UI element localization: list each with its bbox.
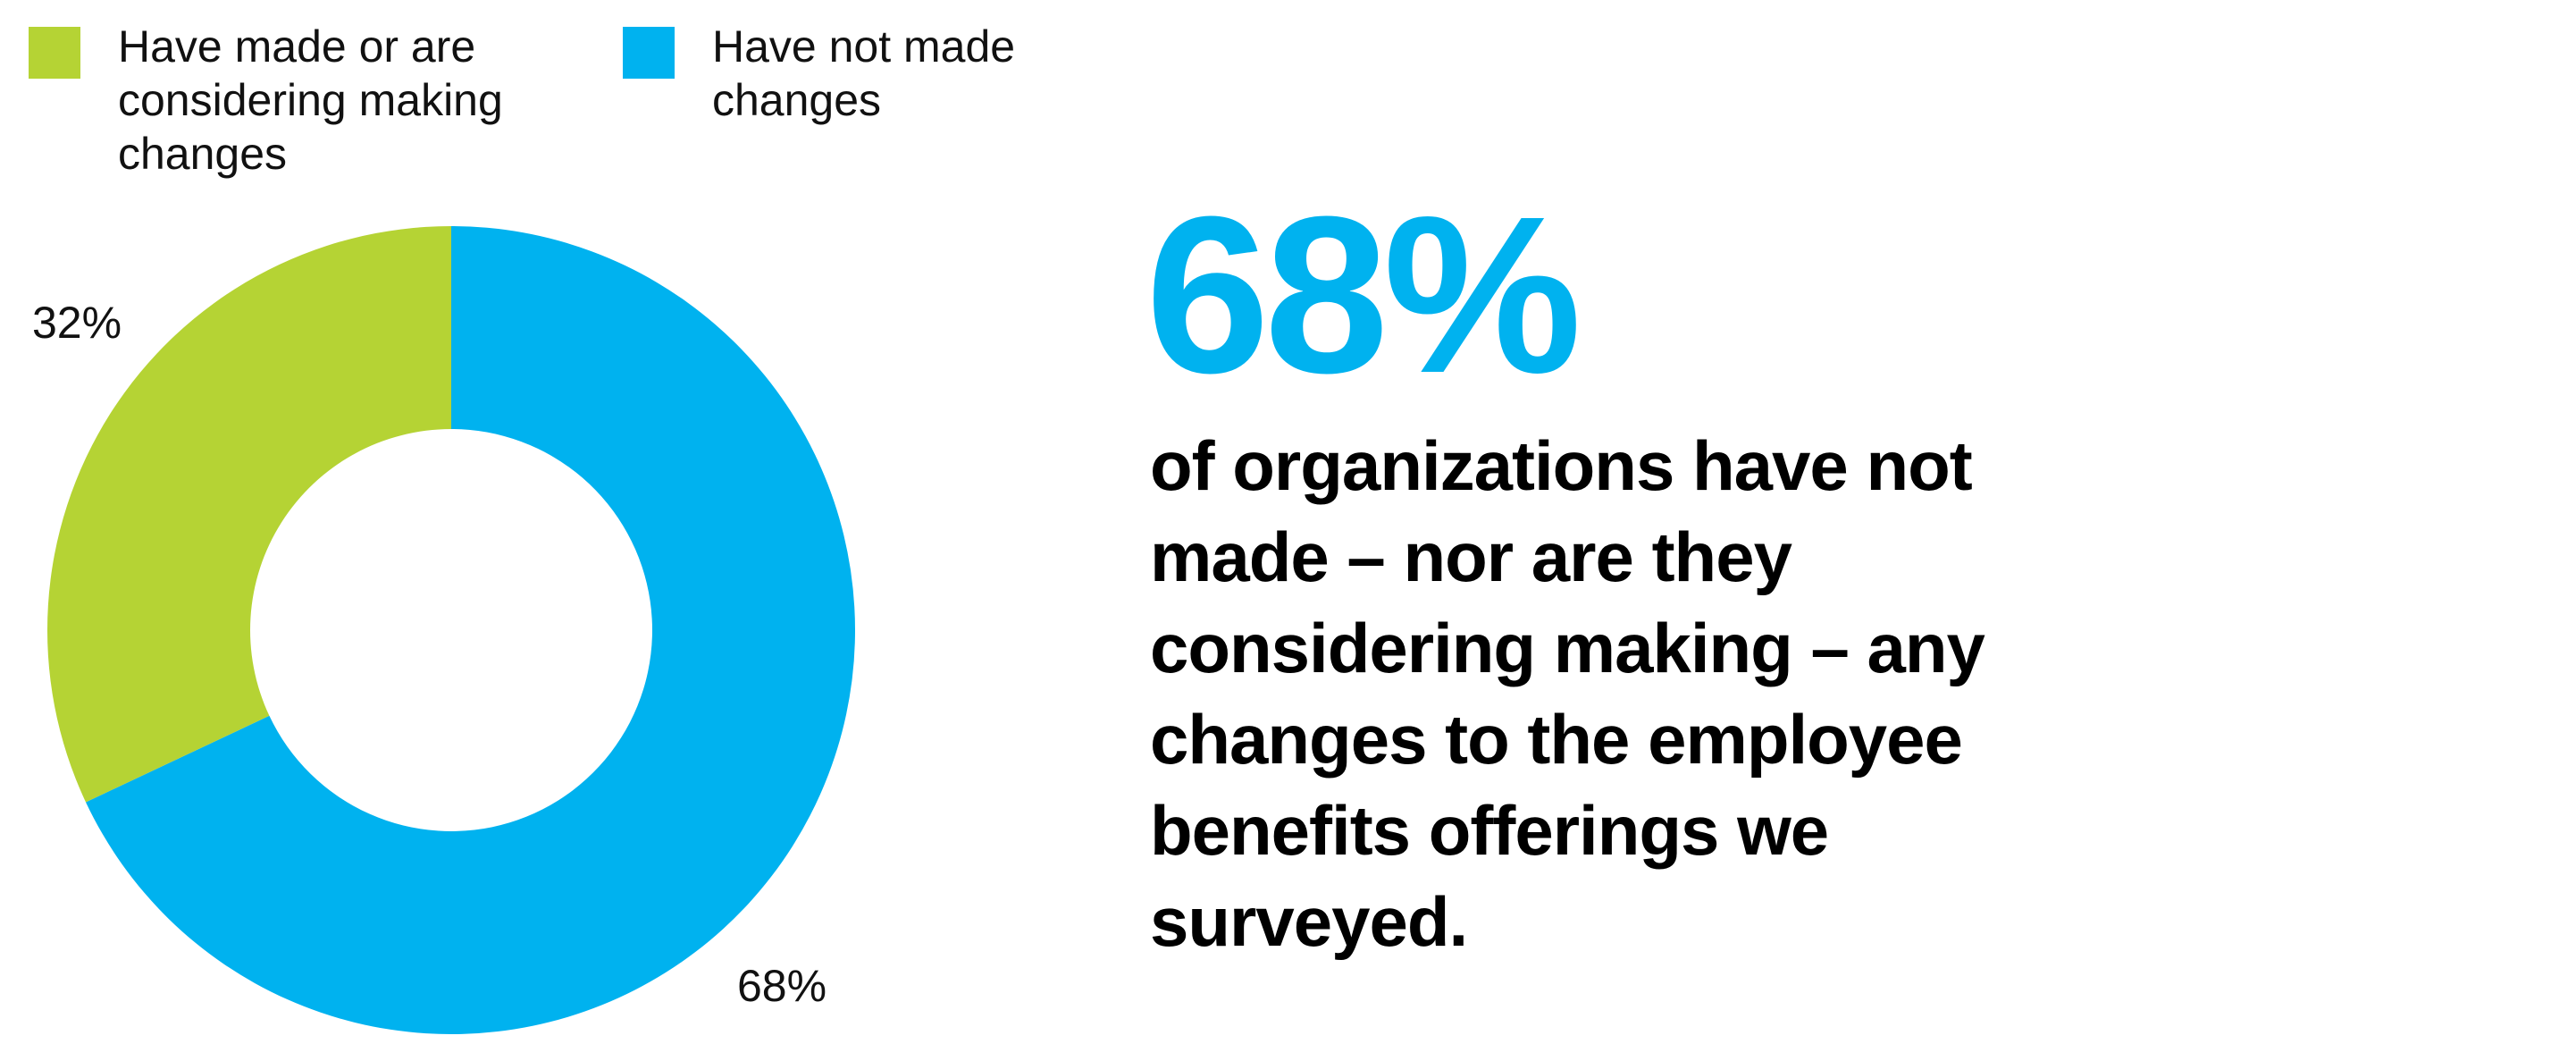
- headline-statement: of organizations have not made – nor are…: [1150, 426, 1985, 961]
- legend-label-considering: Have made or are considering making chan…: [118, 21, 503, 179]
- legend-label-not-made: Have not made changes: [712, 21, 1016, 125]
- legend-swatch-not-made: [623, 27, 675, 79]
- slice-considering: [47, 226, 451, 803]
- legend-item-considering: Have made or are considering making chan…: [29, 20, 600, 181]
- legend-item-not-made: Have not made changes: [623, 20, 1123, 127]
- donut-chart: 32% 68%: [32, 226, 855, 1035]
- headline-percentage: 68%: [1145, 170, 1582, 419]
- slice-not-made: [86, 226, 855, 1035]
- slice-label-considering: 32%: [32, 298, 122, 348]
- slice-label-not-made: 68%: [737, 961, 827, 1011]
- donut-slices: [47, 226, 855, 1035]
- legend-swatch-considering: [29, 27, 80, 79]
